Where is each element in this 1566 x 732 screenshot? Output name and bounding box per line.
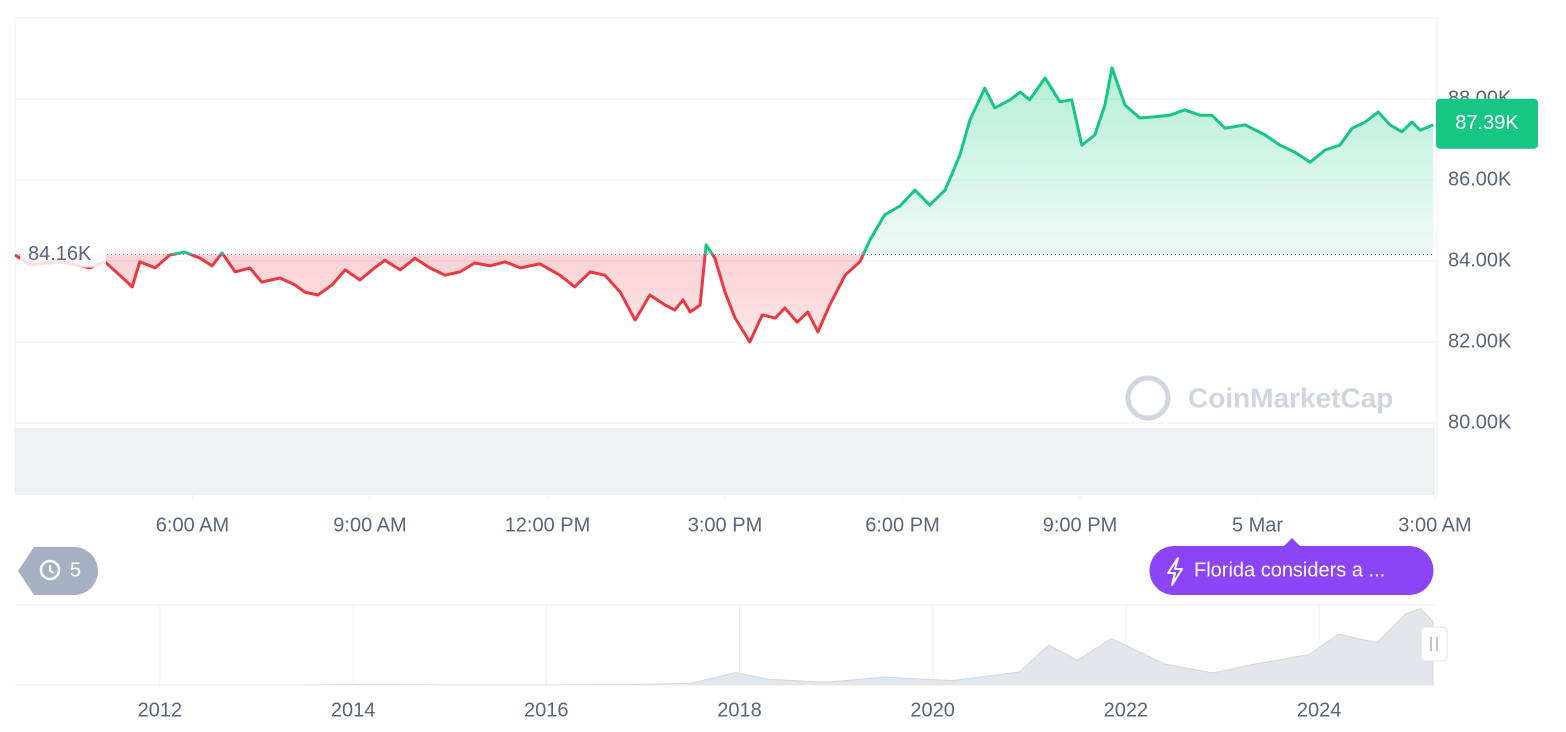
navigator-tick-label: 2016 <box>524 699 569 721</box>
x-tick-label: 12:00 PM <box>505 514 591 536</box>
news-badge-bg[interactable] <box>1149 538 1434 595</box>
x-tick-label: 9:00 PM <box>1043 514 1117 536</box>
history-icon <box>39 559 61 581</box>
x-tick-label: 6:00 AM <box>156 514 229 536</box>
x-tick-label: 3:00 AM <box>1398 514 1471 536</box>
x-tick-label: 3:00 PM <box>688 514 762 536</box>
price-badge-label: 87.39K <box>1455 112 1519 134</box>
area-down <box>15 254 864 342</box>
price-badge <box>1436 98 1538 149</box>
y-tick-label: 86.00K <box>1448 168 1512 190</box>
news-text: Florida considers a ... <box>1194 559 1385 581</box>
x-tick-label: 6:00 PM <box>865 514 939 536</box>
y-tick-label: 80.00K <box>1448 411 1512 433</box>
y-tick-label: 82.00K <box>1448 330 1512 352</box>
history-count: 5 <box>70 559 81 581</box>
x-tick-label: 9:00 AM <box>333 514 406 536</box>
navigator: 2012 2014 2016 2018 2020 2022 2024 <box>15 604 1448 721</box>
area-up <box>15 67 1434 255</box>
history-badge[interactable]: 5 <box>18 547 98 595</box>
navigator-tick-label: 2012 <box>138 699 183 721</box>
navigator-handle[interactable] <box>1420 626 1448 662</box>
watermark-text: CoinMarketCap <box>1188 382 1393 413</box>
price-line-up <box>15 66 1434 255</box>
price-chart: 84.16K80.00K82.00K84.00K86.00K88.00K6:00… <box>14 66 1538 536</box>
price-line-down <box>14 254 865 344</box>
volume-block <box>15 428 1435 495</box>
navigator-tick-label: 2020 <box>910 699 955 721</box>
navigator-tick-label: 2022 <box>1104 699 1149 721</box>
baseline-label-bg <box>20 241 106 268</box>
y-tick-label: 84.00K <box>1448 249 1512 271</box>
navigator-tick-label: 2018 <box>717 699 762 721</box>
news-badge[interactable]: Florida considers a ... <box>1149 538 1434 595</box>
x-tick-label: 5 Mar <box>1232 514 1283 536</box>
navigator-tick-label: 2014 <box>331 699 376 721</box>
watermark: CoinMarketCap <box>1125 375 1393 421</box>
navigator-tick-label: 2024 <box>1297 699 1342 721</box>
watermark-logo <box>1125 375 1171 421</box>
baseline-label: 84.16K <box>28 243 92 265</box>
navigator-area <box>15 608 1434 686</box>
history-icon-hand <box>49 565 55 574</box>
news-icon <box>1167 557 1183 586</box>
